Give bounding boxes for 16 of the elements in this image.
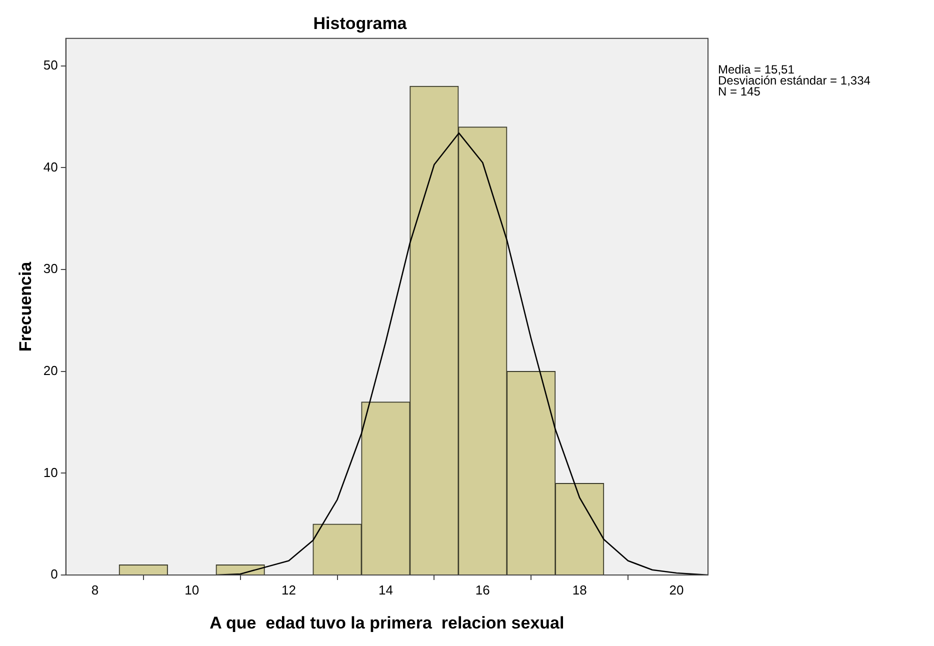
y-axis-title: Frecuencia <box>16 261 35 352</box>
x-tick-label: 8 <box>91 582 99 598</box>
y-tick-label: 50 <box>43 57 58 72</box>
x-tick-label: 10 <box>184 582 200 598</box>
chart-title: Histograma <box>313 14 408 33</box>
x-tick-label: 14 <box>378 582 393 598</box>
y-tick-label: 10 <box>43 464 58 480</box>
x-tick-label: 16 <box>475 582 490 598</box>
x-tick-label: 18 <box>572 582 587 598</box>
x-tick-label: 20 <box>669 582 684 598</box>
x-axis-title: A que edad tuvo la primera relacion sexual <box>210 613 564 632</box>
y-tick-label: 30 <box>43 261 58 276</box>
y-tick-label: 0 <box>50 566 58 582</box>
y-tick-label: 40 <box>43 159 58 174</box>
y-tick-label: 20 <box>43 362 58 378</box>
x-tick-label: 12 <box>282 582 296 598</box>
